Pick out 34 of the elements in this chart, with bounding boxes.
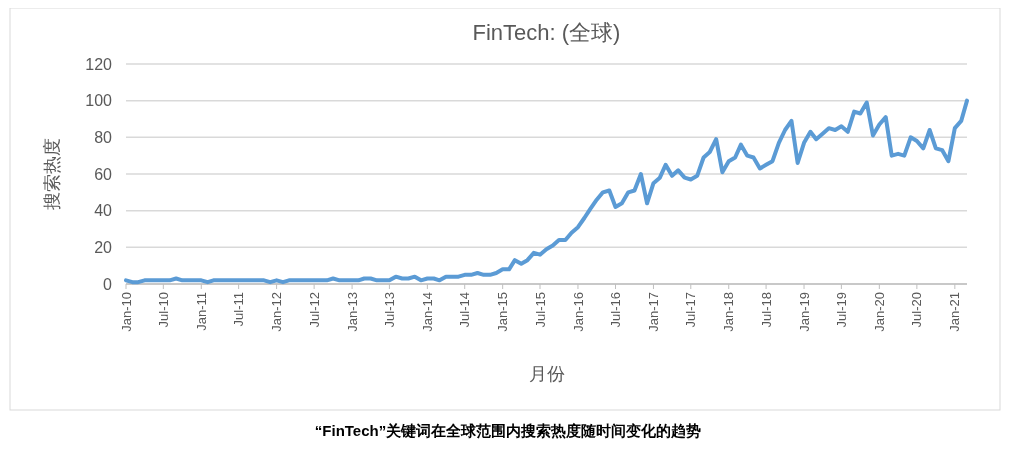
- x-tick-label: Jan-13: [344, 292, 360, 332]
- y-tick-label: 100: [85, 92, 113, 110]
- y-tick-label: 20: [94, 238, 113, 256]
- x-tick-label: Jan-15: [495, 292, 511, 332]
- text: “FinTech”关键词在全球范围内搜索热度随时间变化的趋势: [314, 422, 702, 439]
- x-tick-label: Jul-16: [608, 292, 624, 328]
- chart-title: FinTech: (全球): [472, 20, 621, 45]
- x-tick-label: Jul-18: [758, 292, 774, 328]
- x-axis-title: 月份: [528, 364, 565, 384]
- x-tick-label: Jan-17: [646, 292, 662, 332]
- x-tick-label: Jan-16: [570, 292, 586, 332]
- y-tick-label: 120: [85, 55, 113, 73]
- x-tick-label: Jan-11: [193, 292, 209, 331]
- x-tick-label: Jan-19: [796, 292, 812, 332]
- x-tick-label: Jan-12: [269, 292, 285, 332]
- x-tick-label: Jul-17: [683, 292, 699, 328]
- x-tick-label: Jul-10: [155, 292, 171, 328]
- x-tick-label: Jan-18: [721, 292, 737, 332]
- x-tick-label: Jan-21: [947, 292, 963, 332]
- x-tick-label: Jan-14: [419, 292, 435, 332]
- x-tick-label: Jul-14: [457, 292, 473, 328]
- x-tick-label: Jul-19: [833, 292, 849, 328]
- x-tick-label: Jan-10: [118, 292, 134, 332]
- x-tick-label: Jul-12: [306, 292, 322, 328]
- y-tick-label: 0: [103, 275, 113, 293]
- x-tick-label: Jul-15: [532, 292, 548, 328]
- y-tick-label: 60: [94, 165, 113, 183]
- y-axis-title: 搜索热度: [42, 138, 63, 210]
- y-tick-label: 80: [94, 128, 113, 146]
- x-tick-label: Jul-20: [909, 292, 925, 328]
- y-tick-label: 40: [94, 202, 113, 220]
- x-tick-label: Jul-11: [231, 292, 247, 327]
- x-tick-label: Jan-20: [871, 292, 887, 332]
- x-tick-label: Jul-13: [381, 292, 397, 328]
